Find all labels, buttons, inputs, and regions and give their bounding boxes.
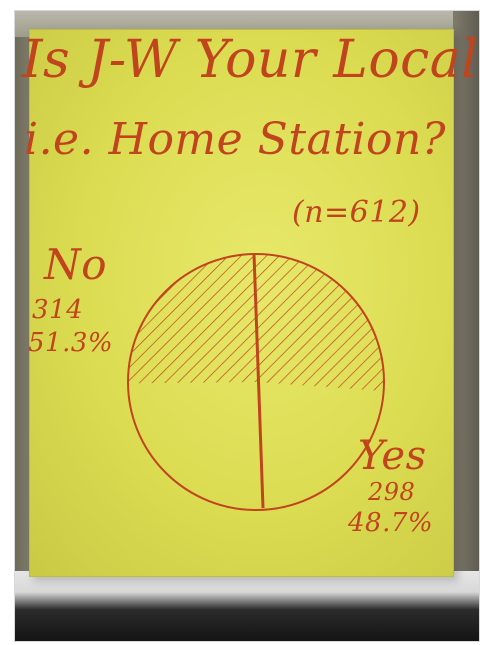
poster-title-line-2: i.e. Home Station?	[24, 114, 446, 165]
sample-size-note: (n=612)	[292, 195, 421, 230]
pie-divider-line	[252, 253, 265, 509]
poster-title-line-1: Is J-W Your Local	[22, 30, 479, 90]
pie-slices	[127, 253, 385, 511]
pie-slice-yes	[128, 382, 384, 510]
pie-outline	[127, 253, 385, 511]
slice-count-yes: 298	[368, 478, 416, 506]
slice-percent-yes: 48.7%	[348, 508, 434, 538]
slice-label-no: No	[44, 240, 108, 289]
wall-right	[453, 11, 479, 641]
floor	[15, 571, 479, 641]
slice-label-yes: Yes	[358, 433, 427, 479]
slice-percent-no: 51.3%	[28, 328, 114, 358]
slice-count-no: 314	[32, 295, 84, 325]
